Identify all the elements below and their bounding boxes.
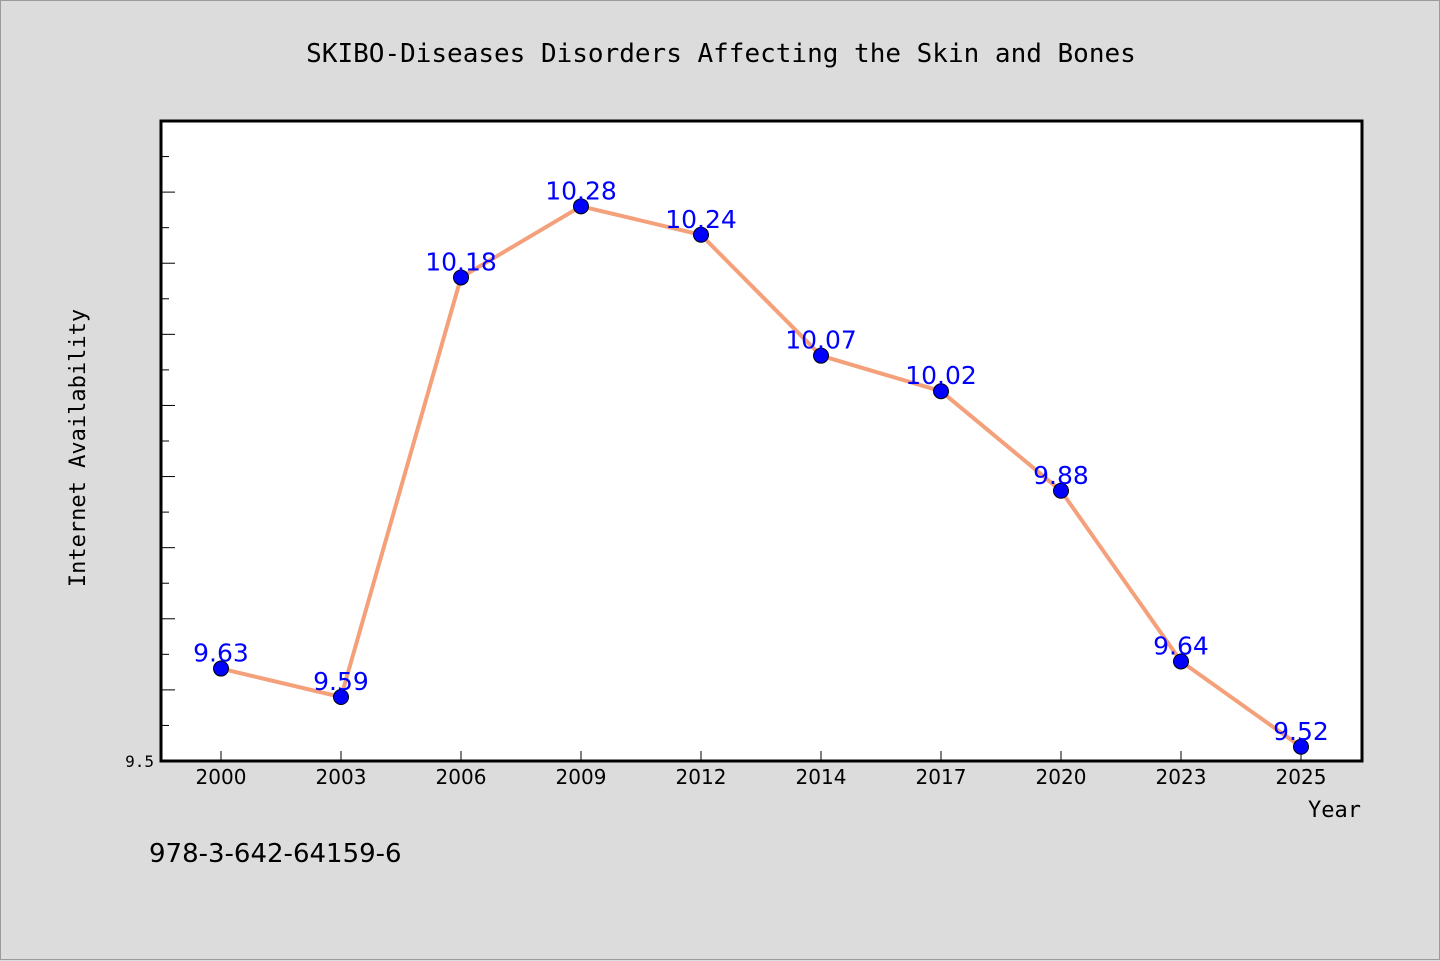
y-axis-label: Internet Availability: [66, 309, 91, 587]
data-point: [573, 198, 589, 215]
data-label: 10.28: [545, 176, 617, 205]
isbn-text: 978-3-642-64159-6: [149, 839, 402, 869]
data-label: 10.02: [905, 361, 977, 390]
data-point: [813, 347, 829, 364]
data-label: 9.59: [313, 667, 369, 696]
data-point: [333, 689, 349, 705]
data-point: [933, 383, 949, 400]
data-label: 9.63: [193, 639, 249, 668]
y-tick-label: 9.5: [125, 752, 154, 771]
data-label: 10.24: [665, 205, 737, 234]
x-tick-label: 2006: [436, 765, 487, 789]
x-tick-label: 2014: [796, 765, 847, 789]
data-point: [213, 660, 229, 677]
data-markers: [213, 198, 1309, 755]
data-label: 9.52: [1273, 717, 1329, 746]
data-label: 9.88: [1033, 461, 1089, 490]
x-tick-label: 2012: [676, 765, 727, 789]
x-tick-label: 2000: [196, 765, 247, 789]
data-labels: 9.63 9.59 10.18 10.28 10.24 10.07 10.02 9.88 9.6…: [193, 176, 1329, 745]
data-point: [1293, 738, 1309, 755]
series-line: [220, 204, 1303, 749]
data-point: [693, 226, 709, 243]
x-tick-label: 2003: [316, 765, 367, 789]
x-axis-label: Year: [1308, 798, 1361, 823]
chart-title: SKIBO-Diseases Disorders Affecting the S…: [306, 39, 1136, 69]
x-tick-label: 2023: [1156, 765, 1207, 789]
y-axis-ticks: [161, 156, 175, 726]
x-tick-label: 2009: [556, 765, 607, 789]
data-label: 10.18: [425, 247, 497, 276]
x-tick-label: 2025: [1276, 765, 1327, 789]
x-axis-ticks: [220, 751, 1302, 761]
data-label: 10.07: [785, 326, 857, 355]
data-point: [1053, 482, 1069, 499]
plot-area: [159, 119, 1364, 763]
data-point: [1173, 653, 1189, 670]
data-label: 9.64: [1153, 631, 1209, 660]
data-point: [453, 269, 469, 286]
x-tick-label: 2017: [916, 765, 967, 789]
x-tick-labels: 2000 2003 2006 2009 2012 2014 2017 2020 2023 2025: [196, 765, 1327, 789]
x-tick-label: 2020: [1036, 765, 1087, 789]
